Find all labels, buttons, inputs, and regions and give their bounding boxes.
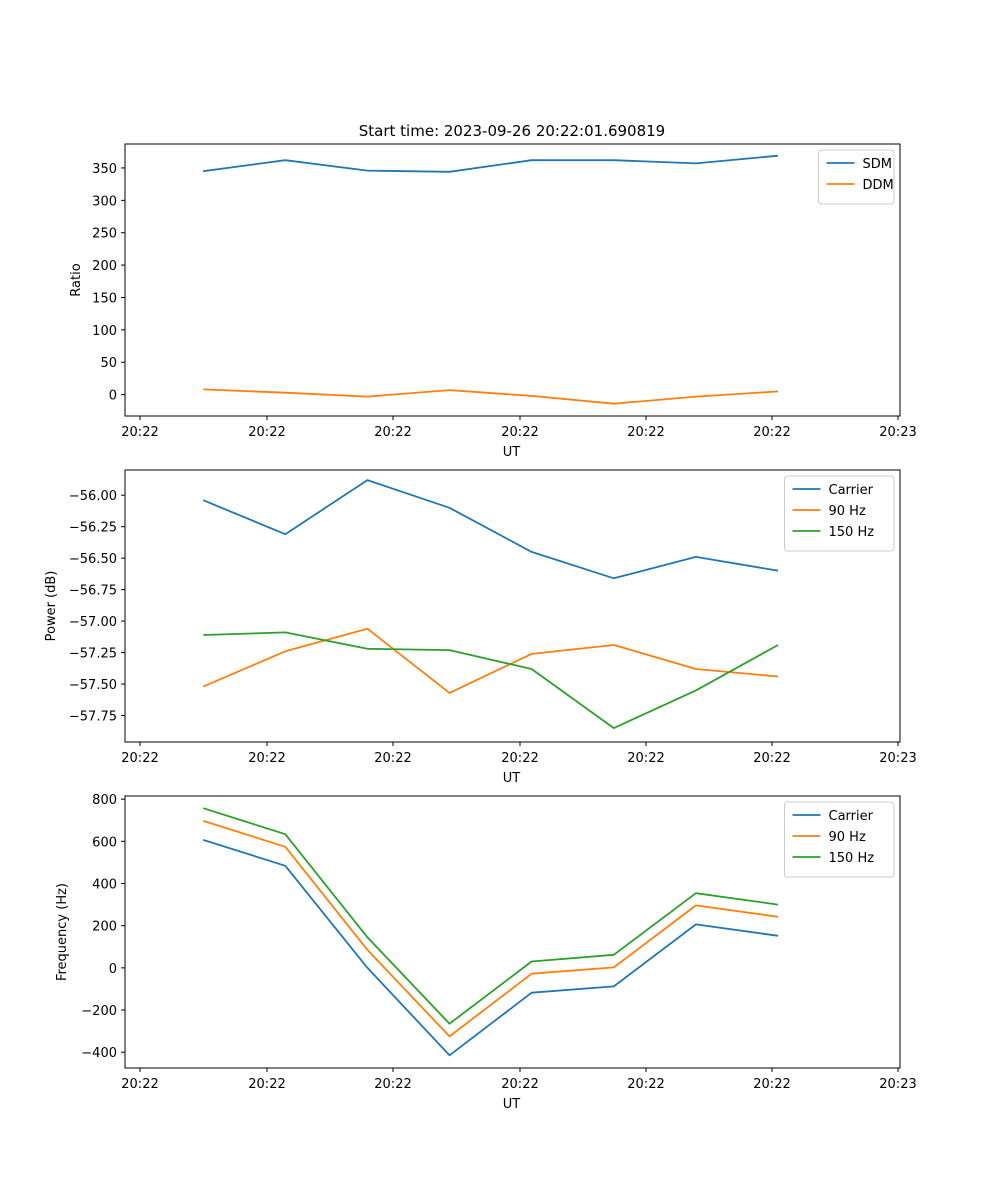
x-tick-label: 20:22 bbox=[374, 1077, 411, 1092]
legend-label: 150 Hz bbox=[829, 525, 875, 540]
y-tick-label: 0 bbox=[109, 389, 117, 404]
x-tick-label: 20:22 bbox=[121, 751, 158, 766]
y-tick-label: −56.50 bbox=[69, 552, 117, 567]
x-axis-label: UT bbox=[503, 771, 521, 786]
x-tick-label: 20:22 bbox=[248, 1077, 285, 1092]
y-tick-label: 250 bbox=[92, 227, 117, 242]
y-tick-label: 0 bbox=[109, 962, 117, 977]
y-tick-label: −57.75 bbox=[69, 710, 117, 725]
y-tick-label: 200 bbox=[92, 259, 117, 274]
y-tick-label: 200 bbox=[92, 920, 117, 935]
y-tick-label: 800 bbox=[92, 793, 117, 808]
y-axis-label: Power (dB) bbox=[44, 571, 59, 642]
legend: Carrier 90 Hz 150 Hz bbox=[784, 475, 895, 552]
y-axis-label: Frequency (Hz) bbox=[55, 883, 70, 981]
series-line-90-hz bbox=[202, 820, 779, 1038]
y-tick-label: −56.75 bbox=[69, 584, 117, 599]
legend-label: SDM bbox=[863, 157, 892, 172]
legend: Carrier 90 Hz 150 Hz bbox=[784, 801, 895, 878]
figure-title: Start time: 2023-09-26 20:22:01.690819 bbox=[359, 122, 665, 140]
legend-label: Carrier bbox=[829, 809, 874, 824]
legend-label: 90 Hz bbox=[829, 830, 866, 845]
y-tick-label: 50 bbox=[100, 356, 117, 371]
y-tick-label: −200 bbox=[81, 1004, 117, 1019]
x-tick-label: 20:22 bbox=[753, 751, 790, 766]
x-axis-label: UT bbox=[503, 1097, 521, 1112]
series-line-150-hz bbox=[202, 807, 779, 1025]
x-tick-label: 20:22 bbox=[627, 1077, 664, 1092]
y-tick-label: 300 bbox=[92, 194, 117, 209]
axes-frame bbox=[124, 143, 901, 417]
x-tick-label: 20:22 bbox=[501, 751, 538, 766]
x-tick-label: 20:22 bbox=[501, 425, 538, 440]
x-tick-label: 20:22 bbox=[248, 425, 285, 440]
x-tick-label: 20:22 bbox=[753, 425, 790, 440]
y-tick-label: −57.00 bbox=[69, 615, 117, 630]
y-tick-label: −56.00 bbox=[69, 489, 117, 504]
series-line-sdm bbox=[203, 154, 779, 173]
x-tick-label: 20:22 bbox=[374, 425, 411, 440]
legend-box bbox=[784, 475, 895, 552]
axes-frame bbox=[124, 795, 901, 1069]
series-line-ddm bbox=[203, 388, 779, 405]
y-axis-label: Ratio bbox=[69, 263, 84, 296]
x-tick-label: 20:22 bbox=[121, 1077, 158, 1092]
legend-label: Carrier bbox=[829, 483, 874, 498]
legend-label: DDM bbox=[863, 178, 894, 193]
y-tick-label: −400 bbox=[81, 1046, 117, 1061]
x-axis-label: UT bbox=[503, 445, 521, 460]
y-tick-label: 150 bbox=[92, 291, 117, 306]
series-line-150-hz bbox=[203, 631, 779, 729]
x-tick-label: 20:23 bbox=[879, 425, 916, 440]
y-tick-label: −57.25 bbox=[69, 647, 117, 662]
x-tick-label: 20:22 bbox=[501, 1077, 538, 1092]
legend-box bbox=[784, 801, 895, 878]
legend-label: 90 Hz bbox=[829, 504, 866, 519]
x-tick-label: 20:22 bbox=[121, 425, 158, 440]
series-line-carrier bbox=[202, 479, 779, 580]
x-tick-label: 20:22 bbox=[753, 1077, 790, 1092]
series-line-90-hz bbox=[202, 627, 779, 694]
power-panel: 20:22 20:22 20:22 20:22 20:22 20:22 20:23 −56.0… bbox=[44, 469, 917, 786]
x-tick-label: 20:22 bbox=[248, 751, 285, 766]
x-tick-label: 20:23 bbox=[879, 751, 916, 766]
y-tick-label: 600 bbox=[92, 835, 117, 850]
legend-label: 150 Hz bbox=[829, 851, 875, 866]
x-tick-label: 20:23 bbox=[879, 1077, 916, 1092]
y-tick-label: 350 bbox=[92, 162, 117, 177]
y-tick-label: −57.50 bbox=[69, 678, 117, 693]
x-tick-label: 20:22 bbox=[627, 751, 664, 766]
y-tick-label: 400 bbox=[92, 878, 117, 893]
axes-frame bbox=[124, 469, 901, 743]
frequency-panel: 20:22 20:22 20:22 20:22 20:22 20:22 20:23 800 60… bbox=[55, 793, 917, 1112]
x-tick-label: 20:22 bbox=[627, 425, 664, 440]
x-tick-label: 20:22 bbox=[374, 751, 411, 766]
ratio-panel: 20:22 20:22 20:22 20:22 20:22 20:22 20:23 0 50 10… bbox=[69, 143, 917, 460]
series-line-carrier bbox=[202, 839, 779, 1057]
y-tick-label: −56.25 bbox=[69, 521, 117, 536]
y-tick-label: 100 bbox=[92, 324, 117, 339]
legend: SDM DDM bbox=[818, 149, 895, 205]
